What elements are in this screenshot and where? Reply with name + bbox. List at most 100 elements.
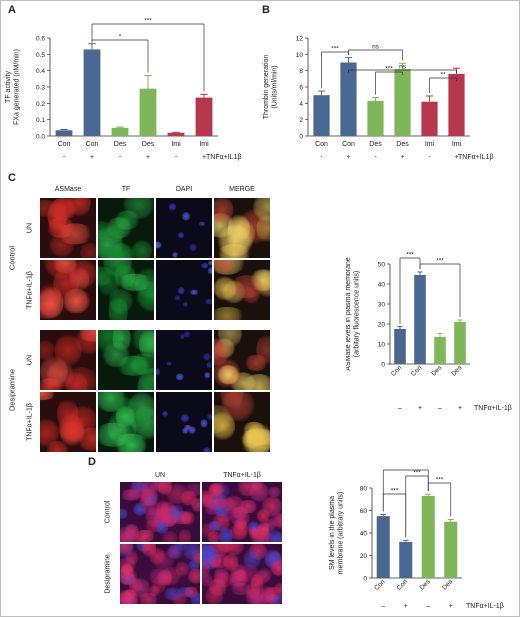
treatment-mark: – <box>426 603 430 610</box>
y-tick-label: 30 <box>378 302 386 309</box>
group-label: Control <box>7 245 17 271</box>
bar <box>111 127 129 136</box>
bar <box>394 329 406 364</box>
panel-label-a: A <box>8 4 16 16</box>
chart-a: 0.0 0.1 0.2 0.3 0.4 0.5 0.6 TF activity FXa gene… <box>5 18 242 161</box>
significance-label: *** <box>385 66 393 73</box>
x-tick-label: Des <box>369 141 382 148</box>
micrograph-cell <box>120 544 200 604</box>
significance-label: *** <box>402 468 410 471</box>
significance-label: *** <box>406 252 414 259</box>
treatment-mark: - <box>428 154 431 161</box>
micrograph-cell <box>120 482 200 542</box>
treatment-mark: – <box>398 405 402 412</box>
x-tick-label: Des <box>450 364 464 378</box>
bar <box>414 275 426 364</box>
micrograph-d: UN TNFα+IL-1β Control Desipramine <box>100 472 300 612</box>
treatment-mark: + <box>458 405 462 412</box>
x-tick-label: Con <box>396 578 410 592</box>
significance-label: *** <box>413 470 421 477</box>
treatment-mark: – <box>381 603 385 610</box>
treatment-mark: + <box>454 154 458 161</box>
group-label: Control <box>104 500 112 524</box>
y-axis-label: (arbitary fluorescence units) <box>353 271 360 357</box>
bar <box>167 132 185 136</box>
micrograph-cell <box>40 198 96 258</box>
x-tick-label: Con <box>410 364 424 378</box>
column-label: MERGE <box>229 186 255 193</box>
treatment-mark: - <box>63 154 66 161</box>
y-tick-label: 0.5 <box>36 52 45 59</box>
y-tick-label: 0.0 <box>36 134 45 141</box>
y-tick-label: 2 <box>299 117 303 124</box>
y-tick-label: 0.3 <box>36 85 45 92</box>
micrograph-cell <box>98 392 154 452</box>
panel-label-b: B <box>262 4 270 16</box>
y-tick-label: 10 <box>378 342 386 349</box>
y-tick-label: 50 <box>378 262 386 269</box>
micrograph-cell <box>98 330 154 390</box>
x-tick-label: Imi <box>452 141 462 148</box>
y-axis-label: (Units/ml/min) <box>271 65 278 108</box>
x-tick-label: Imi <box>171 141 181 148</box>
bar <box>83 49 101 136</box>
treatment-label: TNFα+IL-1β <box>466 603 504 610</box>
y-tick-label: 8 <box>299 68 303 75</box>
y-axis-label: Thrombin generation <box>263 55 270 120</box>
y-axis-label: TF activity <box>5 71 12 103</box>
x-tick-label: Con <box>373 578 387 592</box>
bar <box>421 101 438 136</box>
significance-label: * <box>119 34 122 41</box>
x-tick-label: Des <box>430 364 444 378</box>
y-axis-label: FXa generated (nM/min) <box>13 49 20 125</box>
bar <box>454 322 466 364</box>
panel-label-c: C <box>8 172 16 184</box>
treatment-mark: – <box>438 405 442 412</box>
micrograph-c: ASMase TF DAPI MERGE UN TNFα+IL-1β UN TNFα+IL-1… <box>8 186 274 474</box>
micrograph-cell <box>40 260 96 320</box>
bar <box>313 95 330 136</box>
treatment-label: TNFα+IL1β <box>206 154 242 161</box>
treatment-mark: - <box>119 154 122 161</box>
micrograph-cell <box>156 198 212 258</box>
significance-label: ns <box>372 44 380 51</box>
bar <box>376 516 390 578</box>
significance-label: *** <box>144 18 152 25</box>
y-tick-label: 0 <box>381 362 385 369</box>
y-tick-label: 20 <box>378 322 386 329</box>
x-tick-label: Imi <box>425 141 435 148</box>
row-label: UN <box>26 354 34 366</box>
panel-label-d: D <box>88 456 96 468</box>
y-axis-label: membrane (arbitrary units) <box>337 492 344 574</box>
group-label: Desipramine <box>104 554 112 594</box>
x-tick-label: Des <box>419 578 433 592</box>
micrograph-cell <box>40 392 96 452</box>
y-tick-label: 60 <box>360 508 368 515</box>
bar <box>434 337 446 364</box>
y-tick-label: 6 <box>299 85 303 92</box>
column-label: UN <box>154 472 166 479</box>
bar <box>55 130 73 136</box>
treatment-mark: + <box>202 154 206 161</box>
micrograph-cell <box>214 198 270 258</box>
y-axis-label: ASMase levels in plasma membrane <box>346 257 352 371</box>
micrograph-cell <box>156 330 212 390</box>
significance-label: *** <box>391 488 399 495</box>
significance-label: *** <box>331 46 339 53</box>
bar <box>195 97 213 136</box>
chart-c: 0 10 20 30 40 50 ASMase levels in plasma membr… <box>346 252 512 413</box>
y-tick-label: 40 <box>378 282 386 289</box>
x-tick-label: Con <box>58 141 71 148</box>
micrograph-cell <box>214 330 270 390</box>
y-tick-label: 0.4 <box>36 68 45 75</box>
x-tick-label: Des <box>396 141 409 148</box>
y-tick-label: 40 <box>360 531 368 538</box>
treatment-mark: - <box>374 154 377 161</box>
significance-label: *** <box>436 258 444 265</box>
micrograph-cell <box>202 482 282 542</box>
x-tick-label: Con <box>390 364 404 378</box>
y-tick-label: 0.1 <box>36 117 45 124</box>
column-label: TNFα+IL-1β <box>223 472 261 479</box>
bar <box>399 542 413 578</box>
micrograph-cell <box>98 260 154 320</box>
